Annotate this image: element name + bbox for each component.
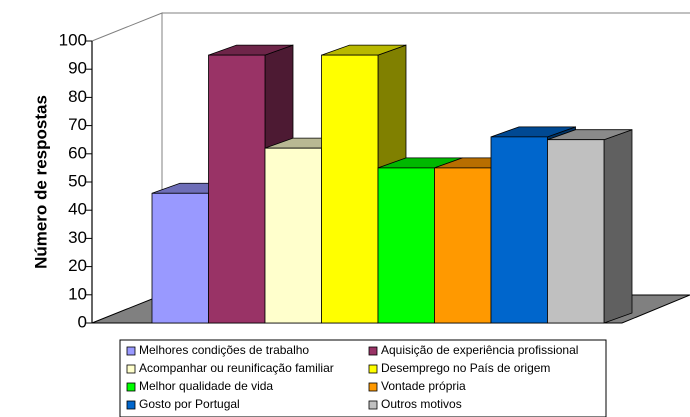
bars [151,44,633,324]
y-tick-label: 0 [78,312,87,331]
legend-label: Desemprego no País de origem [381,361,550,375]
y-tick-label: 30 [68,228,87,247]
bar-front [151,192,209,324]
legend: Melhores condições de trabalho Aquisição … [119,339,607,417]
y-axis: 0 10 20 30 40 50 60 70 80 90 100 [59,30,93,331]
legend-item: Outros motivos [368,397,462,411]
legend-item: Vontade própria [368,379,466,393]
y-tick-label: 10 [68,284,87,303]
bar-front [490,136,548,324]
y-tick-label: 70 [68,115,87,134]
y-tick-label: 60 [68,143,87,162]
legend-item: Desemprego no País de origem [368,361,550,375]
y-tick-label: 80 [68,87,87,106]
bar-front [547,139,605,324]
legend-box [119,339,607,417]
legend-label: Acompanhar ou reunificação familiar [139,361,334,375]
legend-item: Aquisição de experiência profissional [368,343,578,357]
legend-label: Melhor qualidade de vida [139,379,273,393]
bar [547,129,633,324]
legend-swatch [126,400,136,410]
bar-front [208,54,266,324]
y-tick-label: 20 [68,256,87,275]
bar-front [321,54,379,324]
legend-item: Gosto por Portugal [126,397,240,411]
legend-swatch [368,400,378,410]
y-tick-label: 100 [59,30,87,49]
legend-swatch [368,382,378,392]
y-axis-label: Número de respostas [31,95,50,269]
legend-swatch [126,346,136,356]
legend-swatch [368,364,378,374]
legend-item: Acompanhar ou reunificação familiar [126,361,334,375]
y-tick-label: 50 [68,171,87,190]
bar-front [264,147,322,324]
bar-front [377,167,435,324]
y-tick-label: 90 [68,59,87,78]
y-tick-label: 40 [68,200,87,219]
legend-label: Melhores condições de trabalho [139,343,309,357]
legend-swatch [368,346,378,356]
chart-back-wall-left [91,12,163,323]
bar-front [434,167,492,324]
legend-swatch [126,364,136,374]
legend-label: Vontade própria [381,379,466,393]
legend-label: Outros motivos [381,397,462,411]
legend-swatch [126,382,136,392]
legend-item: Melhores condições de trabalho [126,343,309,357]
bar-side [603,129,633,324]
legend-label: Gosto por Portugal [139,397,240,411]
legend-item: Melhor qualidade de vida [126,379,273,393]
legend-label: Aquisição de experiência profissional [381,343,578,357]
